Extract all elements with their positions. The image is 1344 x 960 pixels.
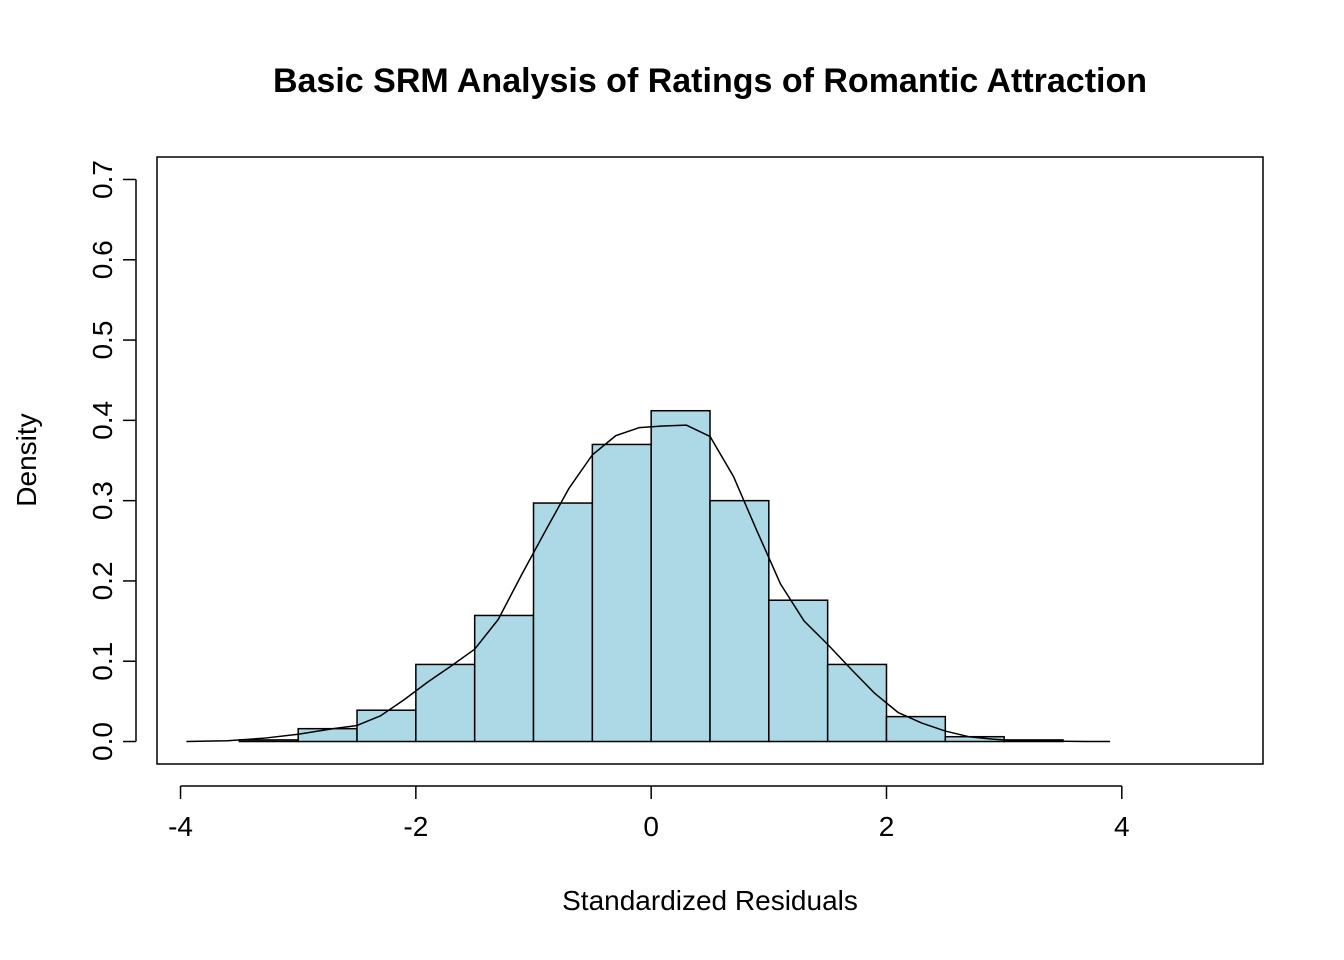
y-axis: 0.0 0.1 0.2 0.3 0.4 0.5 0.6 0.7 [87, 160, 137, 761]
y-tick-label: 0.4 [87, 401, 118, 440]
y-tick-label: 0.2 [87, 561, 118, 600]
y-tick-label: 0.3 [87, 481, 118, 520]
y-tick-label: 0.6 [87, 240, 118, 279]
histogram-bar-9 [768, 599, 829, 743]
histogram-bar-7 [650, 409, 711, 743]
y-tick-label: 0.5 [87, 321, 118, 360]
histogram-bar-5 [532, 502, 594, 743]
x-tick-label: 4 [1114, 811, 1130, 842]
x-tick-label: 2 [879, 811, 895, 842]
y-tick-label: 0.1 [87, 642, 118, 681]
plot-frame [156, 156, 1264, 765]
histogram-bar-1 [297, 727, 358, 743]
histogram-bar-10 [826, 663, 888, 743]
x-tick-label: -2 [403, 811, 428, 842]
chart-title: Basic SRM Analysis of Ratings of Romanti… [273, 62, 1147, 100]
histogram-bars [238, 409, 1064, 743]
x-tick-label: 0 [643, 811, 659, 842]
histogram-bar-0 [238, 739, 299, 743]
y-axis-label: Density [11, 413, 42, 506]
histogram-bar-8 [709, 499, 770, 743]
density-curve [186, 424, 1111, 743]
x-tick-label: -4 [168, 811, 193, 842]
density-curve-layer [186, 424, 1111, 743]
y-tick-label: 0.0 [87, 722, 118, 761]
y-tick-label: 0.7 [87, 160, 118, 199]
histogram-bar-3 [415, 663, 476, 743]
x-axis: -4 -2 0 2 4 [168, 785, 1130, 842]
histogram-bar-2 [356, 709, 417, 743]
x-axis-label: Standardized Residuals [562, 885, 858, 916]
histogram-bar-6 [591, 443, 652, 743]
histogram-bar-4 [473, 614, 535, 743]
